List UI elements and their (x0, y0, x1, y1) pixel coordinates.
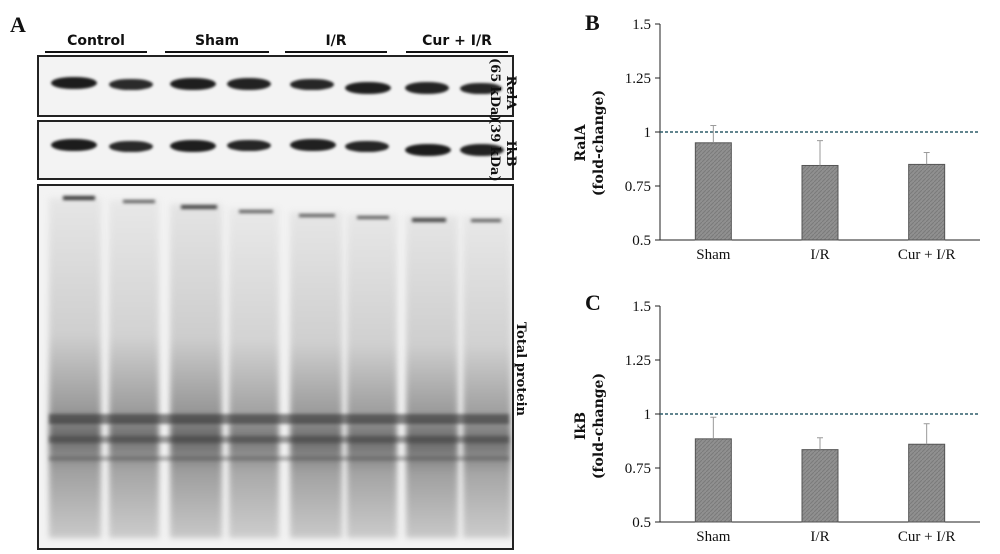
rela-label: RelA (503, 75, 518, 110)
protein-lane (347, 214, 397, 538)
rela-band (109, 79, 153, 90)
group-line-ir (285, 51, 387, 53)
chart-c-ylabel: IkB (fold-change) (572, 356, 608, 496)
ikb-band (170, 140, 216, 152)
group-line-sham (165, 51, 269, 53)
protein-lane (49, 198, 101, 538)
chart-b-ylabel-line2: (fold-change) (591, 89, 607, 197)
x-category-label: Cur + I/R (898, 247, 956, 263)
group-label-control: Control (67, 33, 125, 49)
top-band (471, 219, 501, 222)
x-category-label: Sham (696, 247, 731, 263)
y-tick-label: 0.75 (625, 461, 651, 477)
rela-side-label: RelA (65 kDa) (486, 58, 534, 122)
group-label-ir: I/R (325, 33, 347, 49)
rela-band (460, 83, 502, 94)
bar (801, 449, 839, 523)
protein-lane (406, 216, 458, 538)
top-band (123, 200, 155, 203)
rela-kda: (65 kDa) (487, 58, 502, 122)
total-protein-label: Total protein (513, 321, 528, 417)
x-category-label: Cur + I/R (898, 529, 956, 545)
rela-band (405, 82, 449, 94)
rela-blot (37, 55, 514, 117)
x-category-label: I/R (810, 247, 829, 263)
top-band (299, 214, 335, 217)
dark-band-row (49, 456, 509, 461)
ikb-kda: (39 kDa) (487, 118, 502, 182)
ikb-band (227, 140, 271, 151)
rela-band (227, 78, 271, 90)
rela-band (51, 77, 97, 89)
top-band (181, 205, 217, 209)
bar (908, 443, 946, 523)
bar (801, 164, 839, 241)
group-label-cur-ir: Cur + I/R (422, 33, 492, 49)
group-label-sham: Sham (194, 33, 240, 49)
chart-b-ylabel: RalA (fold-change) (572, 73, 608, 213)
rela-band (170, 78, 216, 90)
protein-lane (290, 212, 342, 538)
chart-b-ylabel-line1: RalA (573, 124, 589, 162)
y-tick-label: 1.5 (632, 17, 651, 33)
y-tick-label: 0.5 (632, 233, 651, 249)
dark-band-row (49, 414, 509, 424)
group-line-cur-ir (406, 51, 508, 53)
chart-c-ylabel-line1: IkB (573, 411, 589, 441)
ikb-band (345, 141, 389, 152)
ikb-blot (37, 120, 514, 180)
panel-b-letter: B (585, 10, 600, 35)
protein-lane (229, 208, 279, 538)
total-protein-blot (37, 184, 514, 550)
x-category-label: Sham (696, 529, 731, 545)
ikb-side-label: IkB (39 kDa) (486, 118, 534, 182)
y-tick-label: 1 (644, 125, 652, 141)
protein-lane (170, 204, 222, 538)
protein-lane (109, 200, 159, 538)
protein-lane (463, 216, 511, 538)
panel-a-letter: A (10, 12, 26, 37)
bar (694, 438, 732, 523)
top-band (412, 218, 446, 222)
top-band (357, 216, 389, 219)
ikb-label: IkB (503, 140, 518, 167)
ikb-band (51, 139, 97, 151)
bar (694, 142, 732, 241)
rela-band (290, 79, 334, 90)
group-line-control (45, 51, 147, 53)
y-tick-label: 0.75 (625, 179, 651, 195)
panel-c-letter: C (585, 290, 601, 315)
y-tick-label: 1.5 (632, 299, 651, 315)
ikb-band (405, 144, 451, 156)
dark-band-row (49, 436, 509, 443)
bar (908, 163, 946, 241)
ikb-band (290, 139, 336, 151)
chart-c: 0.5 0.75 1 1.25 1.5 Sham I/R Cur + I/R (625, 299, 980, 545)
top-band (239, 210, 273, 213)
y-tick-label: 1.25 (625, 353, 651, 369)
top-band (63, 196, 95, 200)
ikb-band (460, 144, 504, 156)
chart-b: 0.5 0.75 1 1.25 1.5 Sham I/R Cur + I/R (625, 17, 980, 263)
y-tick-label: 0.5 (632, 515, 651, 531)
ikb-band (109, 141, 153, 152)
y-tick-label: 1 (644, 407, 652, 423)
chart-c-ylabel-line2: (fold-change) (591, 372, 607, 480)
x-category-label: I/R (810, 529, 829, 545)
rela-band (345, 82, 391, 94)
y-tick-label: 1.25 (625, 71, 651, 87)
